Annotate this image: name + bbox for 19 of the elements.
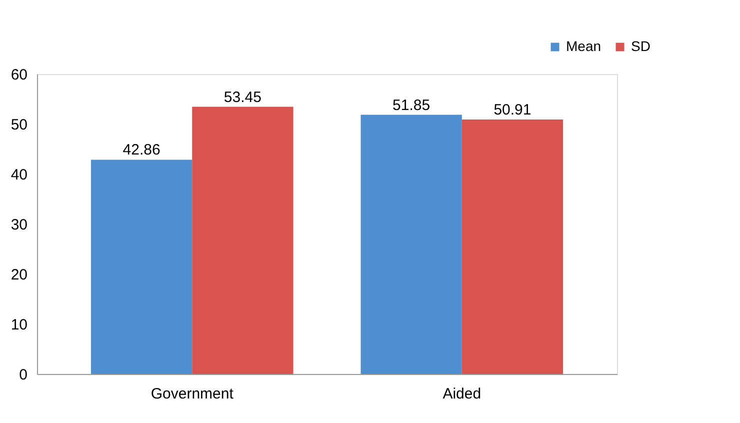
- x-tick-label: Government: [150, 386, 234, 402]
- bar: [192, 106, 294, 374]
- bar: [360, 114, 462, 374]
- y-tick-label: 30: [10, 216, 28, 234]
- data-label: 42.86: [122, 142, 160, 159]
- bar: [90, 160, 192, 374]
- y-tick-label: 0: [19, 366, 28, 384]
- x-tick-label: Aided: [442, 386, 482, 402]
- y-tick-label: 10: [10, 316, 28, 334]
- bar: [462, 119, 564, 374]
- data-label: 50.91: [494, 101, 532, 118]
- legend-label: SD: [631, 38, 650, 54]
- y-tick-label: 60: [10, 66, 28, 84]
- data-label: 53.45: [224, 88, 262, 106]
- legend-label: Mean: [566, 38, 602, 54]
- y-tick-label: 40: [10, 166, 28, 184]
- y-tick-label: 50: [10, 116, 28, 134]
- y-tick-label: 20: [10, 266, 28, 284]
- data-label: 51.85: [392, 96, 430, 114]
